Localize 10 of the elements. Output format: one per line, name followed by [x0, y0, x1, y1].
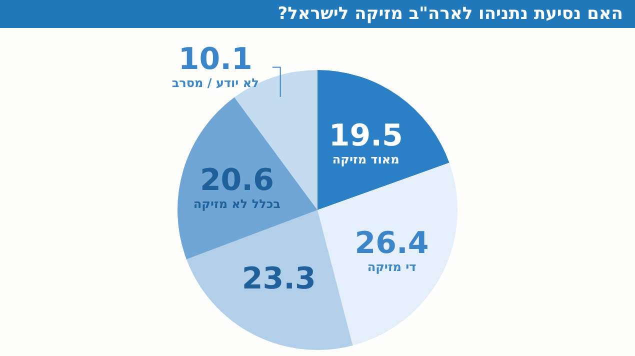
data-label: 23.3: [242, 262, 316, 297]
data-label: 10.1: [178, 42, 252, 78]
data-label: 19.5: [328, 118, 403, 154]
slice-label: לא יודע / מסרב: [172, 76, 259, 90]
chart-title: האם נסיעת נתניהו לארה"ב מזיקה לישראל?: [0, 0, 635, 28]
slice-label: די מזיקה: [367, 260, 416, 274]
slice-label: בכלל לא מזיקה: [193, 197, 280, 212]
data-label: 20.6: [200, 163, 274, 198]
slice-label: מאוד מזיקה: [332, 152, 400, 166]
data-label: 26.4: [354, 226, 429, 262]
